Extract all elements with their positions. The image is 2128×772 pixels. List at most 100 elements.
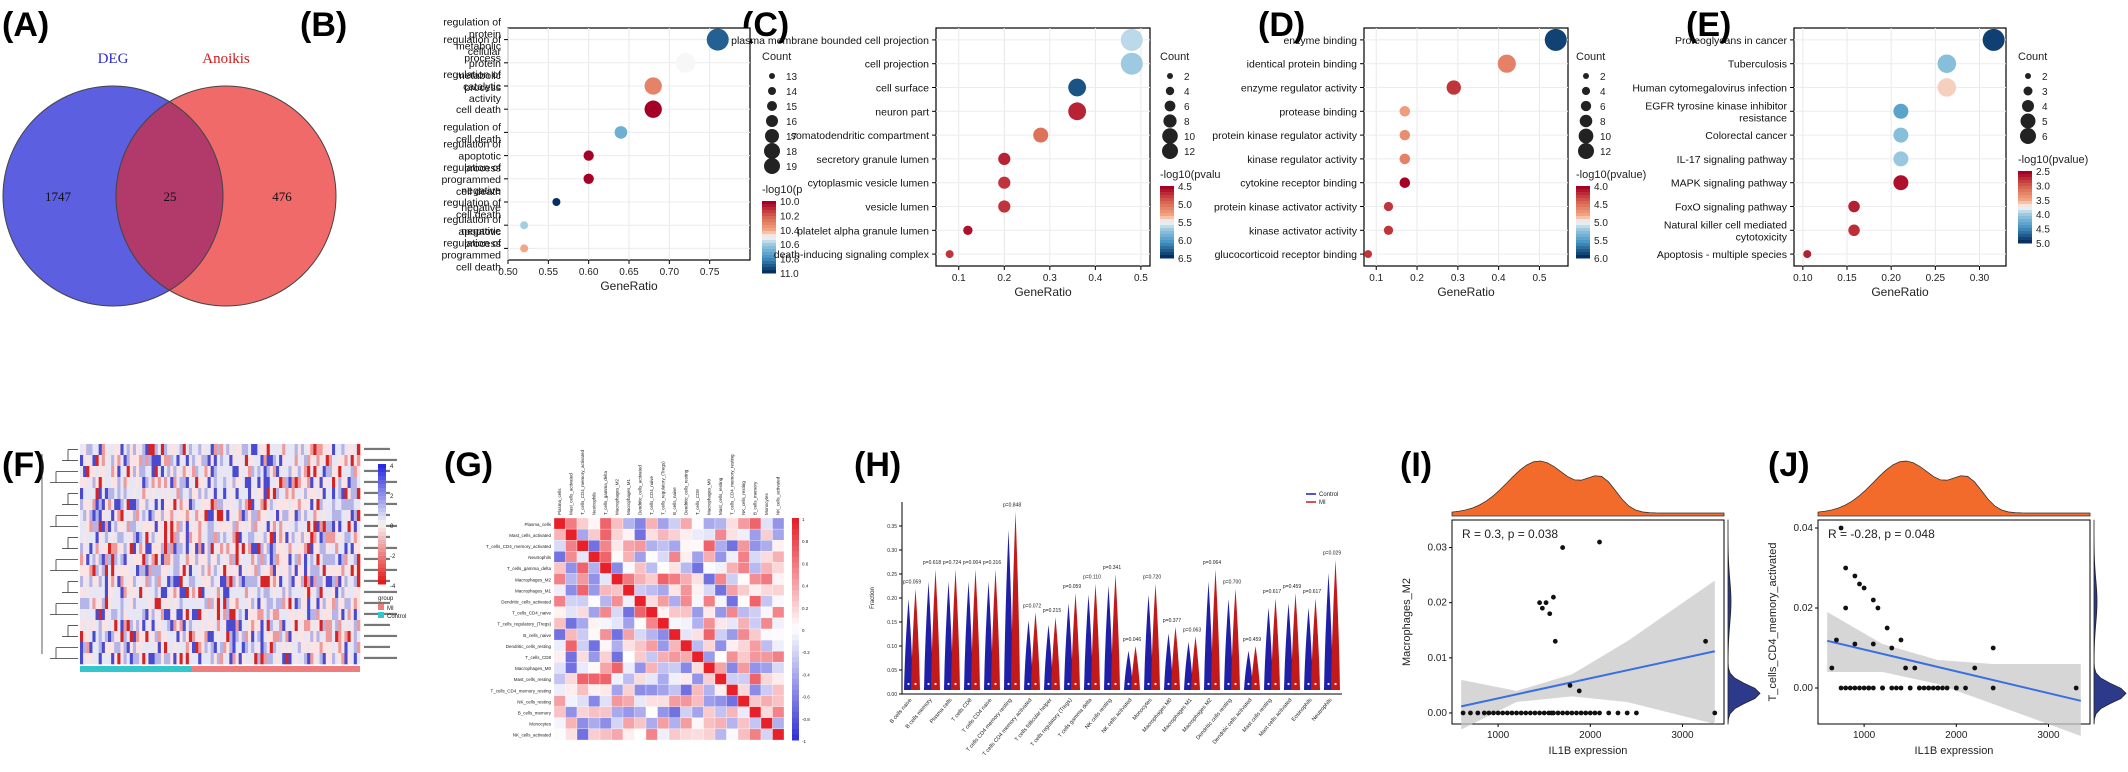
heatmap-cell	[136, 565, 140, 577]
heatmap-cell	[356, 598, 361, 610]
heatmap-cell	[198, 477, 202, 489]
heatmap-cell	[114, 642, 118, 654]
heatmap-cell	[235, 642, 239, 654]
heatmap-cell	[179, 521, 183, 533]
heatmap-cell	[198, 532, 202, 544]
heatmap-cell	[167, 576, 171, 588]
heatmap-cell	[92, 521, 96, 533]
heatmap-cell	[92, 466, 96, 478]
heatmap-cell	[307, 543, 311, 555]
column-label: Dendritic_cells_activated	[637, 465, 642, 515]
heatmap-cell	[114, 532, 118, 544]
heatmap-cell	[160, 565, 165, 577]
heatmap-cell	[335, 488, 339, 500]
heatmap-cell	[332, 631, 336, 643]
heatmap-cell	[344, 587, 348, 599]
heatmap-cell	[356, 587, 361, 599]
heatmap-cell	[198, 631, 202, 643]
heatmap-cell	[123, 521, 127, 533]
heatmap-cell	[201, 620, 205, 632]
heatmap-cell	[173, 554, 177, 566]
heatmap-cell	[291, 587, 295, 599]
correlation-cell	[668, 728, 681, 741]
correlation-cell	[668, 695, 681, 707]
x-tick-label: Neutrophils	[1311, 697, 1334, 722]
heatmap-cell	[288, 455, 292, 467]
heatmap-cell	[86, 554, 90, 566]
correlation-cell	[691, 517, 704, 530]
x-axis-label: GeneRatio	[1014, 285, 1072, 299]
heatmap-cell	[148, 455, 152, 467]
correlation-cell	[588, 617, 601, 630]
heatmap-cell	[145, 532, 149, 544]
correlation-cell	[553, 728, 566, 741]
heatmap-cell	[232, 488, 236, 500]
heatmap-cell	[269, 653, 274, 665]
size-legend-label: 15	[786, 102, 798, 113]
heatmap-cell	[185, 587, 190, 599]
heatmap-cell	[282, 477, 286, 489]
heatmap-cell	[129, 510, 134, 522]
heatmap-cell	[157, 565, 162, 577]
heatmap-cell	[210, 587, 215, 599]
correlation-cell	[749, 573, 762, 585]
heatmap-cell	[248, 444, 252, 456]
violin-shape	[971, 569, 980, 690]
colorbar-label: 6.0	[1594, 254, 1608, 265]
heatmap-cell	[195, 609, 199, 621]
heatmap-cell	[176, 587, 180, 599]
heatmap-cell	[86, 587, 90, 599]
correlation-cell	[565, 695, 578, 707]
heatmap-cell	[104, 642, 109, 654]
correlation-cell	[611, 551, 624, 563]
heatmap-cell	[325, 620, 330, 632]
legend-title: group	[378, 596, 394, 602]
heatmap-cell	[276, 565, 280, 577]
colorbar-segment	[1160, 192, 1174, 196]
heatmap-cell	[192, 455, 196, 467]
heatmap-cell	[182, 565, 187, 577]
heatmap-cell	[98, 653, 103, 665]
heatmap-cell	[139, 532, 143, 544]
heatmap-cell	[344, 477, 348, 489]
heatmap-cell	[98, 642, 103, 654]
colorbar-segment	[1160, 255, 1174, 259]
category-label: enzyme binding	[1283, 35, 1357, 47]
heatmap-cell	[216, 587, 221, 599]
heatmap-cell	[98, 499, 103, 511]
heatmap-cell	[151, 488, 155, 500]
heatmap-cell	[126, 598, 131, 610]
heatmap-cell	[310, 598, 314, 610]
row-label-mark	[364, 645, 390, 649]
heatmap-cell	[195, 510, 199, 522]
heatmap-cell	[154, 488, 159, 500]
heatmap-cell	[164, 642, 168, 654]
heatmap-cell	[294, 521, 299, 533]
heatmap-cell	[164, 455, 168, 467]
heatmap-cell	[353, 499, 358, 511]
heatmap-cell	[108, 653, 112, 665]
heatmap-cell	[229, 499, 233, 511]
heatmap-cell	[313, 587, 317, 599]
heatmap-cell	[282, 510, 286, 522]
size-legend-dot	[765, 129, 779, 143]
correlation-cell	[680, 584, 693, 596]
heatmap-cell	[229, 620, 233, 632]
heatmap-cell	[129, 499, 134, 511]
heatmap-cell	[344, 466, 348, 478]
heatmap-cell	[160, 620, 165, 632]
heatmap-cell	[151, 576, 155, 588]
heatmap-cell	[300, 554, 305, 566]
heatmap-cell	[210, 488, 215, 500]
confidence-band	[1827, 612, 2081, 736]
correlation-cell	[703, 728, 716, 741]
heatmap-cell	[328, 466, 333, 478]
heatmap-cell	[263, 499, 267, 511]
violin-shape	[1164, 633, 1173, 690]
heatmap-cell	[263, 532, 267, 544]
heatmap-cell	[192, 565, 196, 577]
heatmap-cell	[98, 455, 103, 467]
heatmap-cell	[213, 653, 218, 665]
heatmap-cell	[300, 444, 305, 456]
heatmap-cell	[251, 543, 255, 555]
